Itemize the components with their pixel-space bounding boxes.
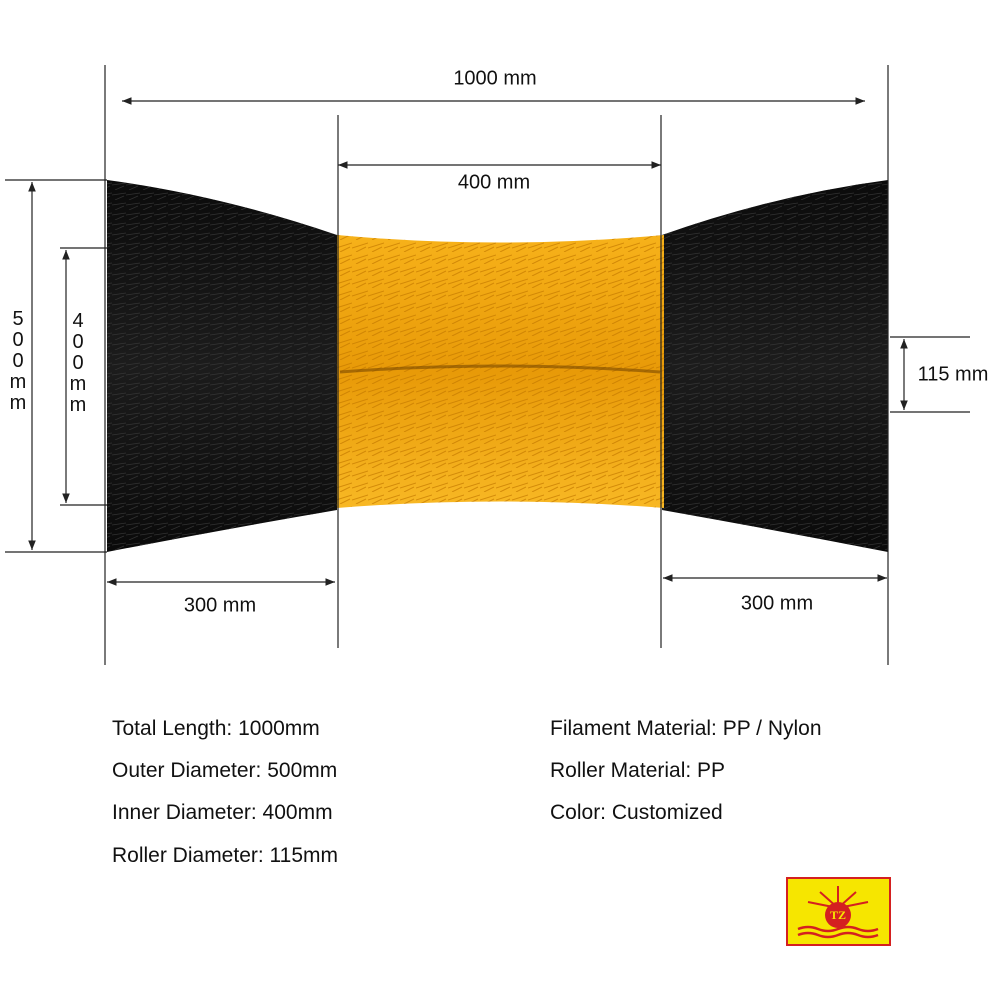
spec-line: Outer Diameter: 500mm — [112, 759, 338, 782]
dim-label-vertical: 400mm — [67, 310, 89, 415]
spec-line: Roller Material: PP — [550, 759, 726, 782]
dimension-lines — [5, 65, 970, 665]
dim-label: 300 mm — [184, 594, 256, 616]
spec-line: Color: Customized — [550, 801, 723, 824]
spec-line: Inner Diameter: 400mm — [112, 801, 333, 824]
dim-label-vertical: 500mm — [7, 308, 29, 413]
dim-label: 1000 mm — [453, 67, 536, 89]
dim-label: 300 mm — [741, 592, 813, 614]
brush — [107, 180, 888, 552]
spec-line: Filament Material: PP / Nylon — [550, 717, 822, 740]
dim-label: 115 mm — [918, 363, 989, 385]
logo: TZ — [786, 877, 891, 946]
dim-label: 400 mm — [458, 171, 530, 193]
logo-text: TZ — [830, 908, 846, 922]
spec-line: Roller Diameter: 115mm — [112, 844, 339, 867]
spec-line: Total Length: 1000mm — [112, 717, 320, 740]
